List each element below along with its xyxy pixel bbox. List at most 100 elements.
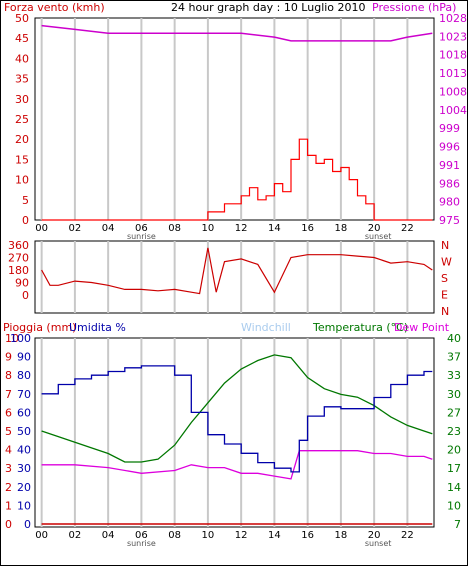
compass-label: N (441, 239, 449, 252)
wind-x-tick-label: 22 (401, 223, 414, 234)
pressure-axis-label: Pressione (hPa) (372, 1, 456, 14)
compass-label: N (441, 305, 449, 318)
rain-y-tick-label: 1 (5, 499, 12, 512)
temperature-y-tick-label: 30 (447, 388, 461, 401)
humidity-y-tick-label: 0 (24, 518, 31, 531)
humidity-y-tick-label: 20 (17, 481, 31, 494)
humidity-y-tick-label: 80 (17, 369, 31, 382)
bottom-x-tick-label: 04 (102, 530, 115, 541)
wind-panel-plot-area (34, 17, 435, 221)
direction-y-tick-label: 90 (15, 277, 29, 290)
wind-x-tick-label: 00 (35, 223, 48, 234)
temperature-y-tick-label: 40 (447, 332, 461, 345)
bottom-x-tick-label: 20 (368, 530, 381, 541)
wind-x-tick-label: 20 (368, 223, 381, 234)
bottom-panel-plot-area (34, 337, 435, 528)
pressure-y-tick-label: 1008 (439, 85, 467, 98)
bottom-x-tick-label: 02 (69, 530, 82, 541)
bottom-x-tick-label: 10 (202, 530, 215, 541)
temperature-y-tick-label: 37 (447, 351, 461, 364)
wind-y-tick-label: 5 (22, 194, 29, 207)
wind-y-tick-label: 20 (15, 133, 29, 146)
bottom-x-tick-label: 08 (168, 530, 181, 541)
wind-speed-line (41, 138, 433, 221)
pressure-y-tick-label: 1028 (439, 12, 467, 25)
dewpoint-line (41, 450, 433, 480)
rain-y-tick-label: 10 (5, 332, 19, 345)
wind-direction-line (41, 247, 433, 295)
bottom-x-tick-label: 16 (301, 530, 314, 541)
bottom-x-tick-label: 18 (335, 530, 348, 541)
direction-y-tick-label: 180 (8, 264, 29, 277)
wind-x-tick-label: 10 (202, 223, 215, 234)
rain-y-tick-label: 7 (5, 388, 12, 401)
legend-rain: Pioggia (mm) (3, 321, 76, 334)
wind-y-tick-label: 10 (15, 174, 29, 187)
rain-y-tick-label: 2 (5, 481, 12, 494)
rain-y-tick-label: 0 (5, 518, 12, 531)
temperature-y-tick-label: 14 (447, 481, 461, 494)
compass-label: S (441, 272, 448, 285)
humidity-y-tick-label: 90 (17, 351, 31, 364)
rain-y-tick-label: 6 (5, 406, 12, 419)
rain-y-tick-label: 8 (5, 369, 12, 382)
rain-y-tick-label: 5 (5, 425, 12, 438)
direction-y-tick-label: 270 (8, 252, 29, 265)
humidity-y-tick-label: 100 (10, 332, 31, 345)
pressure-y-tick-label: 1013 (439, 67, 467, 80)
humidity-y-tick-label: 40 (17, 444, 31, 457)
temperature-y-tick-label: 7 (454, 518, 461, 531)
temperature-y-tick-label: 27 (447, 406, 461, 419)
humidity-y-tick-label: 50 (17, 425, 31, 438)
direction-y-tick-label: 0 (22, 289, 29, 302)
pressure-line (41, 24, 433, 42)
temperature-y-tick-label: 17 (447, 462, 461, 475)
wind-x-tick-label: 04 (102, 223, 115, 234)
wind-x-tick-label: 06 (135, 223, 148, 234)
wind-y-tick-label: 30 (15, 93, 29, 106)
pressure-y-tick-label: 991 (439, 159, 460, 172)
compass-label: W (441, 256, 452, 269)
humidity-line (41, 365, 433, 473)
humidity-y-tick-label: 60 (17, 406, 31, 419)
wind-x-tick-label: 02 (69, 223, 82, 234)
wind-y-tick-label: 40 (15, 52, 29, 65)
pressure-y-tick-label: 1023 (439, 30, 467, 43)
direction-panel-plot-area (34, 240, 435, 314)
legend-temperature: Temperatura (°C) (312, 321, 408, 334)
pressure-y-tick-label: 996 (439, 141, 460, 154)
pressure-y-tick-label: 999 (439, 122, 460, 135)
legend-dewpoint: Dew Point (394, 321, 450, 334)
wind-speed-axis-label: Forza vento (kmh) (4, 1, 105, 14)
bottom-x-tick-label: 22 (401, 530, 414, 541)
wind-y-tick-label: 15 (15, 153, 29, 166)
bottom-x-tick-label: 14 (268, 530, 281, 541)
wind-x-tick-label: 12 (235, 223, 248, 234)
pressure-y-tick-label: 975 (439, 214, 460, 227)
pressure-y-tick-label: 1004 (439, 104, 467, 117)
wind-sunrise-label: sunrise (127, 232, 156, 241)
temperature-y-tick-label: 23 (447, 425, 461, 438)
bottom-sunset-label: sunset (365, 539, 392, 548)
rain-y-tick-label: 4 (5, 444, 12, 457)
pressure-y-tick-label: 980 (439, 196, 460, 209)
wind-x-tick-label: 18 (335, 223, 348, 234)
wind-x-tick-label: 08 (168, 223, 181, 234)
compass-label: E (441, 289, 448, 302)
direction-y-tick-label: 360 (8, 239, 29, 252)
rain-y-tick-label: 3 (5, 462, 12, 475)
wind-sunset-label: sunset (365, 232, 392, 241)
wind-y-tick-label: 45 (15, 32, 29, 45)
temperature-y-tick-label: 33 (447, 369, 461, 382)
rain-y-tick-label: 9 (5, 351, 12, 364)
pressure-y-tick-label: 986 (439, 177, 460, 190)
bottom-x-tick-label: 00 (35, 530, 48, 541)
legend-humidity: Umidita % (69, 321, 126, 334)
wind-y-tick-label: 35 (15, 73, 29, 86)
temperature-y-tick-label: 10 (447, 499, 461, 512)
graph-title: 24 hour graph day : 10 Luglio 2010 (171, 1, 366, 14)
wind-y-tick-label: 0 (22, 214, 29, 227)
bottom-x-tick-label: 12 (235, 530, 248, 541)
